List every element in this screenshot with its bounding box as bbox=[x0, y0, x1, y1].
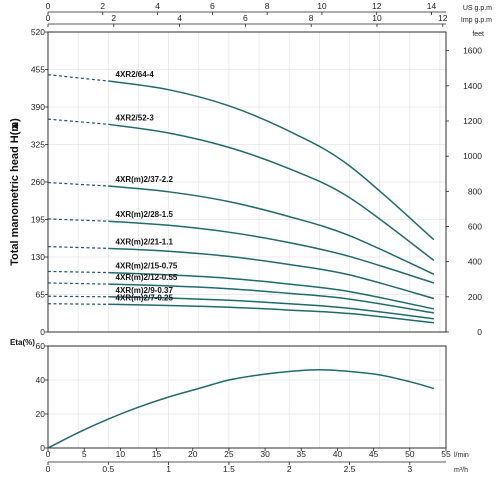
head-curve-8 bbox=[108, 303, 435, 324]
head-curve-2 bbox=[108, 185, 435, 275]
imp-gpm-tick-label: 12 bbox=[438, 13, 448, 23]
m3h-tick-label: 1 bbox=[166, 464, 171, 474]
head-curve-dashed-7 bbox=[47, 295, 109, 298]
lmin-tick-label: 0 bbox=[46, 449, 51, 459]
m3h-tick-label: 3 bbox=[407, 464, 412, 474]
head-y-tick-label: 325 bbox=[31, 140, 45, 150]
head-curve-6 bbox=[108, 283, 435, 314]
head-curve-3 bbox=[108, 220, 435, 284]
lmin-tick-label: 25 bbox=[224, 449, 234, 459]
series-label: 4XR(m)2/15-0.75 bbox=[116, 262, 178, 271]
series-label: 4XR(m)2/37-2.2 bbox=[116, 175, 174, 184]
imp-gpm-tick-label: 8 bbox=[309, 13, 314, 23]
imp-gpm-tick-label: 6 bbox=[243, 13, 248, 23]
m3h-unit-label: m³/h bbox=[454, 467, 468, 474]
us-gpm-tick-label: 6 bbox=[210, 1, 215, 11]
head-curve-dashed-0 bbox=[47, 74, 109, 82]
eta-axis-title: Eta(%) bbox=[10, 338, 35, 347]
head-curve-7 bbox=[108, 296, 435, 320]
head-curve-dashed-3 bbox=[47, 218, 109, 222]
series-label: 4XR(m)2/28-1.5 bbox=[116, 210, 174, 219]
lmin-tick-label: 40 bbox=[333, 449, 343, 459]
eta-plot-frame bbox=[47, 345, 447, 449]
head-y-tick-label: 455 bbox=[31, 65, 45, 75]
head-curve-4 bbox=[108, 247, 435, 300]
head-curve-dashed-1 bbox=[47, 118, 109, 125]
head-y-tick-label: 390 bbox=[31, 102, 45, 112]
head-plot-frame bbox=[47, 31, 447, 333]
head-y-axis-arrow: ▲ bbox=[9, 121, 21, 132]
head-curve-0 bbox=[108, 80, 435, 241]
us-gpm-unit-label: US g.p.m bbox=[463, 5, 492, 12]
imp-gpm-tick-label: 4 bbox=[177, 13, 182, 23]
head-y2-tick-label: 800 bbox=[468, 186, 482, 196]
lmin-tick-label: 35 bbox=[297, 449, 307, 459]
head-curve-dashed-2 bbox=[47, 181, 109, 187]
lmin-tick-label: 10 bbox=[116, 449, 126, 459]
efficiency-curve bbox=[47, 369, 435, 449]
imp-gpm-tick-label: 10 bbox=[372, 13, 382, 23]
head-curve-dashed-6 bbox=[47, 282, 109, 285]
imp-gpm-tick-label: 2 bbox=[111, 13, 116, 23]
head-y2-tick-label: 1200 bbox=[463, 116, 482, 126]
lmin-tick-label: 15 bbox=[152, 449, 162, 459]
eta-y-tick-label: 20 bbox=[36, 409, 46, 419]
head-y-axis-title: Total manometric head H(m) bbox=[9, 118, 21, 266]
head-curve-dashed-5 bbox=[47, 270, 109, 274]
imp-gpm-tick-label: 0 bbox=[46, 13, 51, 23]
imp-gpm-unit-label: Imp g.p.m bbox=[461, 17, 492, 24]
m3h-tick-label: 0 bbox=[46, 464, 51, 474]
head-y2-tick-label: 0 bbox=[477, 327, 482, 337]
us-gpm-tick-label: 0 bbox=[46, 1, 51, 11]
head-y2-tick-label: 200 bbox=[468, 292, 482, 302]
head-y2-tick-label: 1400 bbox=[463, 81, 482, 91]
eta-y-tick-label: 40 bbox=[36, 375, 46, 385]
lmin-tick-label: 50 bbox=[405, 449, 415, 459]
us-gpm-tick-label: 4 bbox=[155, 1, 160, 11]
head-y2-tick-label: 1000 bbox=[463, 151, 482, 161]
head-y-tick-label: 65 bbox=[36, 290, 46, 300]
head-y2-tick-label: 1600 bbox=[463, 46, 482, 56]
head-curve-dashed-8 bbox=[47, 303, 109, 305]
head-y-tick-label: 520 bbox=[31, 27, 45, 37]
head-y2-tick-label: 600 bbox=[468, 221, 482, 231]
lmin-unit-label: l/min bbox=[454, 452, 469, 459]
head-curve-dashed-4 bbox=[47, 246, 109, 249]
head-curve-5 bbox=[108, 271, 435, 310]
us-gpm-tick-label: 12 bbox=[372, 1, 382, 11]
series-label: 4XR(m)2/9-0.37 bbox=[116, 286, 174, 295]
us-gpm-tick-label: 8 bbox=[265, 1, 270, 11]
head-y-tick-label: 260 bbox=[31, 177, 45, 187]
series-label: 4XR2/64-4 bbox=[116, 70, 155, 79]
m3h-tick-label: 0.5 bbox=[102, 464, 114, 474]
us-gpm-tick-label: 10 bbox=[317, 1, 327, 11]
lmin-tick-label: 5 bbox=[82, 449, 87, 459]
lmin-tick-label: 30 bbox=[260, 449, 270, 459]
head-y2-unit-label: feet bbox=[472, 31, 484, 38]
series-label: 4XR(m)2/7-0.25 bbox=[116, 293, 174, 302]
us-gpm-tick-label: 2 bbox=[100, 1, 105, 11]
lmin-tick-label: 45 bbox=[369, 449, 379, 459]
head-y-tick-label: 195 bbox=[31, 215, 45, 225]
m3h-tick-label: 2 bbox=[287, 464, 292, 474]
series-label: 4XR2/52-3 bbox=[116, 113, 155, 122]
us-gpm-tick-label: 14 bbox=[427, 1, 437, 11]
series-label: 4XR(m)2/12-0.55 bbox=[116, 273, 178, 282]
m3h-tick-label: 2.5 bbox=[344, 464, 356, 474]
eta-y-tick-label: 60 bbox=[36, 341, 46, 351]
lmin-tick-label: 20 bbox=[188, 449, 198, 459]
eta-y-tick-label: 0 bbox=[40, 443, 45, 453]
series-label: 4XR(m)2/21-1.1 bbox=[116, 237, 174, 246]
head-y2-tick-label: 400 bbox=[468, 257, 482, 267]
m3h-tick-label: 1.5 bbox=[223, 464, 235, 474]
head-curve-1 bbox=[108, 123, 435, 262]
lmin-tick-label: 55 bbox=[441, 449, 451, 459]
head-y-tick-label: 0 bbox=[40, 327, 45, 337]
head-y-tick-label: 130 bbox=[31, 252, 45, 262]
